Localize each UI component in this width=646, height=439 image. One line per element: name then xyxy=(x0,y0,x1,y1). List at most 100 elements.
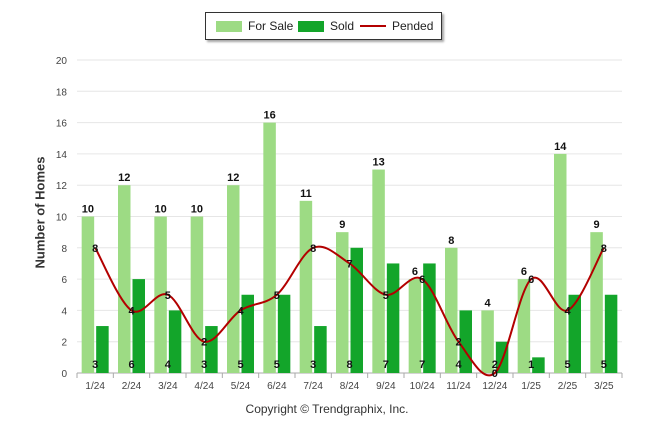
bar-sold-6/24 xyxy=(277,294,291,373)
legend-label-pended: Pended xyxy=(392,19,434,33)
data-label-sold-9/24: 7 xyxy=(383,359,389,371)
copyright-text: Copyright © Trendgraphix, Inc. xyxy=(245,402,409,416)
bar-for-sale-2/25 xyxy=(554,153,567,373)
x-tick-label-3/24: 3/24 xyxy=(158,381,178,392)
data-label-for-sale-2/24: 12 xyxy=(118,172,130,184)
data-label-for-sale-2/25: 14 xyxy=(554,141,567,153)
data-label-for-sale-6/24: 16 xyxy=(263,110,275,122)
data-label-pended-12/24: 0 xyxy=(492,368,498,380)
line-pended xyxy=(94,245,605,377)
legend-item-pended[interactable]: Pended xyxy=(360,19,433,33)
data-label-sold-4/24: 3 xyxy=(201,359,207,371)
data-label-sold-6/24: 5 xyxy=(274,359,280,371)
x-tick-label-12/24: 12/24 xyxy=(482,381,507,392)
y-tick-label-0: 0 xyxy=(61,369,67,380)
bar-for-sale-10/24 xyxy=(408,279,422,373)
y-tick-label-10: 10 xyxy=(56,213,68,224)
bar-sold-2/24 xyxy=(132,279,145,373)
x-tick-label-9/24: 9/24 xyxy=(376,381,396,392)
bar-for-sale-4/24 xyxy=(190,216,204,373)
data-label-sold-2/24: 6 xyxy=(128,359,134,371)
bar-for-sale-2/24 xyxy=(118,185,131,373)
x-tick-label-1/25: 1/25 xyxy=(521,381,541,392)
bar-sold-1/24 xyxy=(96,326,109,373)
data-label-sold-10/24: 7 xyxy=(419,359,425,371)
bar-for-sale-12/24 xyxy=(481,310,494,373)
data-label-sold-3/24: 4 xyxy=(165,359,172,371)
data-label-pended-1/25: 6 xyxy=(528,274,534,286)
data-label-for-sale-1/24: 10 xyxy=(82,204,94,216)
data-label-pended-8/24: 7 xyxy=(346,258,352,270)
y-tick-label-18: 18 xyxy=(56,87,68,98)
x-tick-label-4/24: 4/24 xyxy=(194,381,214,392)
bar-sold-3/25 xyxy=(604,294,618,373)
legend-swatch-sold xyxy=(298,20,324,32)
y-tick-label-8: 8 xyxy=(61,244,67,255)
bar-for-sale-1/24 xyxy=(81,216,95,373)
data-label-pended-9/24: 5 xyxy=(383,290,389,302)
data-label-pended-6/24: 5 xyxy=(274,290,280,302)
data-label-pended-5/24: 4 xyxy=(237,305,244,317)
data-label-for-sale-3/25: 9 xyxy=(594,219,600,231)
data-label-sold-2/25: 5 xyxy=(564,359,570,371)
data-label-sold-1/25: 1 xyxy=(528,359,534,371)
data-label-pended-10/24: 6 xyxy=(419,274,425,286)
data-label-for-sale-1/25: 6 xyxy=(521,266,527,278)
y-tick-label-6: 6 xyxy=(61,275,67,286)
legend-label-sold: Sold xyxy=(330,19,355,33)
bar-sold-5/24 xyxy=(241,294,254,373)
data-label-pended-3/25: 8 xyxy=(601,243,607,255)
bar-for-sale-5/24 xyxy=(227,185,240,373)
x-tick-label-1/24: 1/24 xyxy=(85,381,105,392)
data-label-pended-4/24: 2 xyxy=(201,337,207,349)
x-tick-label-2/25: 2/25 xyxy=(558,381,578,392)
y-axis-title: Number of Homes xyxy=(32,156,48,269)
data-label-sold-11/24: 4 xyxy=(455,359,462,371)
y-tick-label-2: 2 xyxy=(61,338,67,349)
data-label-sold-3/25: 5 xyxy=(601,359,607,371)
y-tick-label-20: 20 xyxy=(56,56,68,67)
x-tick-label-7/24: 7/24 xyxy=(303,381,323,392)
legend-swatch-for-sale xyxy=(216,20,242,32)
y-tick-label-14: 14 xyxy=(56,150,68,161)
data-label-sold-7/24: 3 xyxy=(310,359,316,371)
legend-item-sold[interactable]: Sold xyxy=(298,19,354,33)
data-label-sold-8/24: 8 xyxy=(346,359,352,371)
x-tick-label-2/24: 2/24 xyxy=(122,381,142,392)
y-tick-label-16: 16 xyxy=(56,119,68,130)
data-label-pended-3/24: 5 xyxy=(165,290,171,302)
bar-for-sale-7/24 xyxy=(299,200,313,373)
bar-sold-2/25 xyxy=(568,294,581,373)
data-label-for-sale-9/24: 13 xyxy=(372,157,384,169)
bar-sold-8/24 xyxy=(350,247,363,373)
x-tick-label-3/25: 3/25 xyxy=(594,381,614,392)
data-label-for-sale-12/24: 4 xyxy=(485,297,492,309)
x-tick-label-5/24: 5/24 xyxy=(231,381,251,392)
bar-sold-7/24 xyxy=(314,326,327,373)
data-label-for-sale-3/24: 10 xyxy=(154,204,166,216)
data-label-pended-2/24: 4 xyxy=(128,305,135,317)
data-label-for-sale-8/24: 9 xyxy=(339,219,345,231)
y-tick-label-12: 12 xyxy=(56,181,68,192)
y-tick-label-4: 4 xyxy=(61,306,67,317)
x-tick-label-10/24: 10/24 xyxy=(410,381,435,392)
data-label-pended-7/24: 8 xyxy=(310,243,316,255)
data-label-for-sale-11/24: 8 xyxy=(448,235,454,247)
bar-for-sale-11/24 xyxy=(445,247,458,373)
x-tick-label-8/24: 8/24 xyxy=(340,381,360,392)
data-label-pended-11/24: 2 xyxy=(455,337,461,349)
bar-sold-1/25 xyxy=(532,357,545,373)
bar-for-sale-6/24 xyxy=(263,122,276,373)
legend-swatch-pended xyxy=(360,25,386,27)
legend-item-for-sale[interactable]: For Sale xyxy=(216,19,293,33)
data-label-for-sale-7/24: 11 xyxy=(300,188,312,200)
data-label-sold-12/24: 2 xyxy=(492,359,498,371)
legend: For Sale Sold Pended xyxy=(205,12,442,40)
bar-sold-9/24 xyxy=(386,263,400,373)
legend-label-for-sale: For Sale xyxy=(248,19,294,33)
data-label-sold-1/24: 3 xyxy=(92,359,98,371)
bar-for-sale-9/24 xyxy=(372,169,385,373)
bar-sold-3/24 xyxy=(168,310,182,373)
